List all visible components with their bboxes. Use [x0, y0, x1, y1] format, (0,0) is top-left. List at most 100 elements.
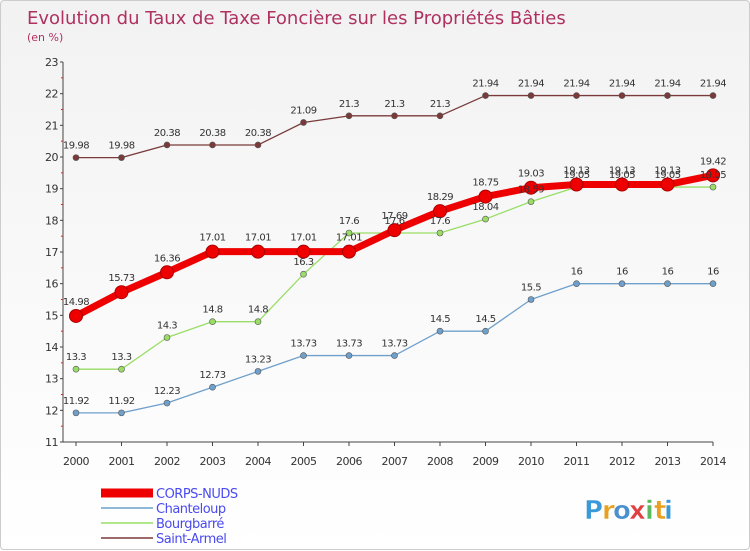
data-label: 20.38 — [154, 128, 180, 139]
y-tick-label: 21 — [45, 119, 58, 132]
data-label: 14.5 — [475, 314, 495, 325]
logo-letter: i — [664, 496, 673, 526]
y-tick-label: 11 — [45, 436, 58, 449]
data-label: 15.73 — [108, 273, 134, 284]
data-label: 21.3 — [384, 99, 404, 110]
y-tick-label: 16 — [45, 278, 58, 291]
data-label: 17.01 — [199, 233, 225, 244]
series-saint-armel — [72, 92, 717, 161]
data-label: 20.38 — [245, 128, 271, 139]
logo-letter: t — [654, 496, 666, 526]
data-point — [345, 229, 353, 237]
data-point — [254, 368, 262, 375]
data-point — [482, 327, 489, 335]
data-point — [163, 399, 171, 407]
x-tick-label: 2010 — [518, 455, 544, 468]
data-label: 21.3 — [339, 99, 359, 110]
data-point — [300, 119, 307, 126]
data-point — [482, 215, 489, 223]
y-tick-label: 18 — [45, 214, 58, 227]
data-label: 17.01 — [336, 233, 362, 244]
data-label: 21.94 — [700, 79, 726, 90]
data-label: 14.8 — [202, 305, 222, 316]
data-label: 17.69 — [381, 211, 407, 222]
data-label: 21.94 — [654, 79, 680, 90]
logo-letter: i — [645, 496, 654, 526]
data-point — [118, 154, 125, 161]
legend-label: Bourgbarré — [156, 517, 224, 532]
x-tick-label: 2001 — [109, 455, 135, 468]
data-label: 17.01 — [290, 233, 316, 244]
x-tick-label: 2009 — [473, 455, 499, 468]
data-label: 16.3 — [293, 257, 313, 268]
logo-letter: o — [613, 496, 631, 526]
data-point — [664, 280, 671, 287]
data-point — [387, 223, 402, 238]
data-label: 21.3 — [430, 99, 450, 110]
data-point — [706, 168, 720, 183]
data-label: 16 — [616, 267, 628, 278]
x-tick-label: 2000 — [63, 455, 89, 468]
y-tick-label: 15 — [45, 309, 58, 322]
data-label: 15.5 — [521, 283, 541, 294]
data-point — [118, 409, 125, 417]
data-label: 11.92 — [108, 396, 134, 407]
data-point — [163, 141, 171, 149]
data-label: 16.36 — [154, 253, 180, 264]
data-label: 18.59 — [518, 185, 544, 196]
data-label: 19.03 — [518, 169, 544, 180]
data-label: 12.23 — [154, 386, 180, 397]
data-point — [69, 308, 83, 323]
data-point — [300, 352, 307, 359]
data-point — [615, 177, 629, 192]
data-label: 13.73 — [336, 339, 362, 350]
data-point — [254, 141, 262, 149]
x-tick-label: 2014 — [700, 455, 726, 468]
axes: 11 12 13 14 15 16 17 18 19 20 21 22 23 2000 2001 2002 20… — [45, 56, 727, 468]
chart-subtitle: (en %) — [27, 31, 63, 44]
data-label: 18.75 — [472, 178, 498, 189]
data-point — [436, 229, 444, 237]
data-point — [618, 92, 626, 99]
data-point — [114, 285, 129, 300]
data-point — [118, 365, 125, 373]
data-label: 21.94 — [609, 79, 635, 90]
data-point — [618, 280, 626, 287]
x-tick-label: 2008 — [427, 455, 453, 468]
data-label: 13.3 — [111, 352, 131, 363]
data-label: 13.73 — [381, 339, 407, 350]
legend-label: Saint-Armel — [156, 532, 226, 547]
data-label: 21.94 — [518, 79, 544, 90]
data-point — [209, 141, 216, 149]
x-tick-label: 2003 — [200, 455, 226, 468]
series-line — [72, 171, 717, 320]
data-label: 19.05 — [609, 170, 635, 181]
data-label: 21.94 — [472, 79, 498, 90]
data-point — [527, 296, 535, 303]
data-point — [569, 177, 584, 192]
data-label: 19.42 — [700, 156, 726, 167]
data-label: 13.73 — [290, 339, 316, 350]
data-label: 17.6 — [339, 216, 359, 227]
data-point — [436, 327, 444, 335]
data-label: 16 — [707, 267, 719, 278]
y-tick-label: 23 — [45, 56, 58, 69]
data-point — [391, 112, 398, 120]
legend: CORPS-NUDSChanteloupBourgbarréSaint-Arme… — [101, 487, 238, 547]
y-tick-label: 14 — [45, 341, 58, 354]
x-tick-label: 2006 — [336, 455, 362, 468]
x-tick-label: 2002 — [154, 455, 180, 468]
data-label: 14.3 — [157, 321, 177, 332]
data-point — [205, 244, 220, 259]
data-point — [573, 92, 580, 99]
logo-letter: x — [629, 496, 646, 526]
data-label: 18.29 — [427, 192, 453, 203]
data-point — [72, 154, 80, 161]
data-point — [573, 280, 580, 287]
logo-letter: P — [584, 496, 603, 526]
x-tick-label: 2005 — [291, 455, 317, 468]
data-point — [391, 352, 398, 359]
data-point — [296, 244, 311, 259]
